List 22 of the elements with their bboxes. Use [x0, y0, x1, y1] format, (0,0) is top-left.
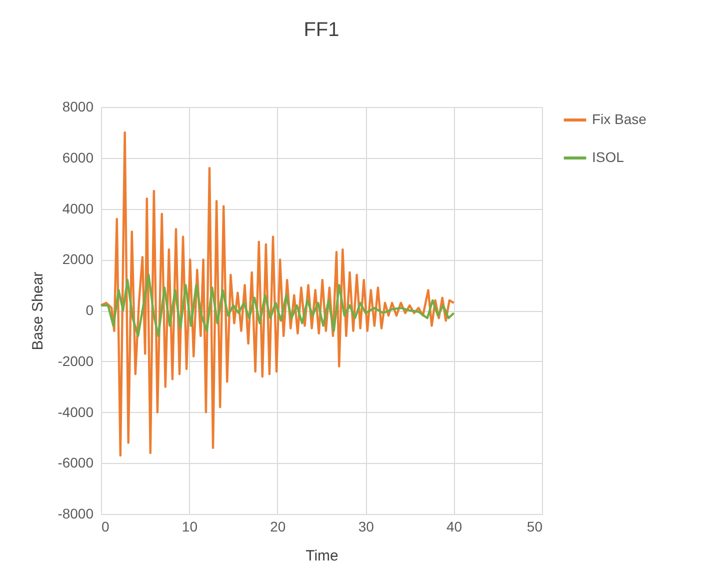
x-tick-label: 40: [446, 518, 462, 534]
chart-title: FF1: [304, 19, 340, 41]
x-tick-label: 50: [526, 518, 543, 534]
y-tick-label: 4000: [62, 200, 94, 216]
x-tick-label: 10: [182, 518, 198, 534]
line-series: [100, 274, 455, 338]
y-tick-label: -6000: [58, 454, 94, 471]
x-tick-label: 30: [358, 518, 374, 534]
legend-label: Fix Base: [592, 111, 647, 127]
line-series: [100, 131, 455, 457]
y-axis-title: Base Shear: [30, 272, 47, 350]
x-tick-label: 0: [102, 518, 110, 534]
y-tick-label: -2000: [58, 352, 94, 369]
x-tick-label: 20: [270, 518, 286, 534]
y-tick-label: 0: [86, 302, 94, 318]
legend-label: ISOL: [592, 149, 624, 165]
x-axis-title: Time: [306, 548, 338, 564]
y-tick-label: 2000: [62, 251, 94, 268]
y-tick-label: -4000: [58, 404, 94, 420]
y-tick-label: 8000: [62, 98, 94, 114]
y-tick-label: 6000: [62, 149, 94, 166]
y-tick-label: -8000: [58, 506, 94, 522]
